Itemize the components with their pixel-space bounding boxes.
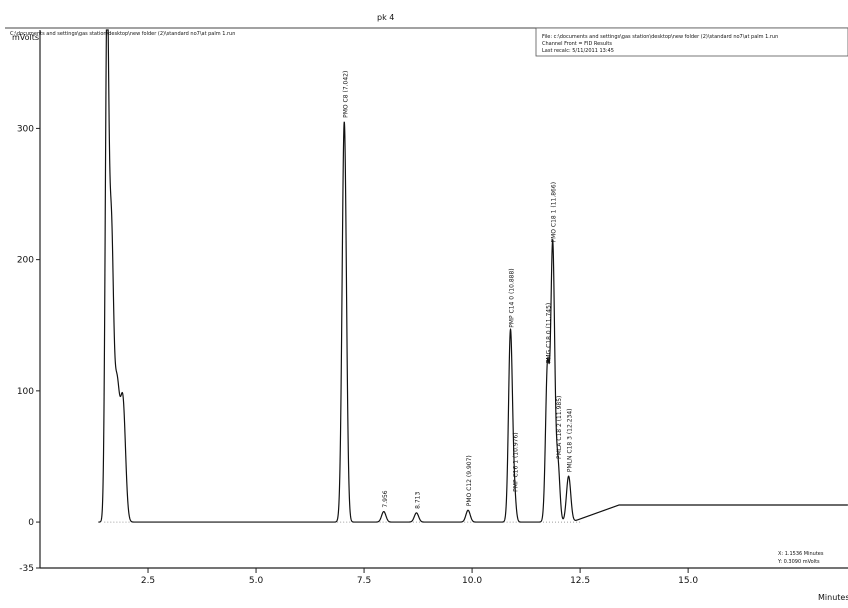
peak-label: PMLA C18 2 (11.985) <box>556 396 563 459</box>
baseline-dot <box>382 521 384 523</box>
baseline-dot <box>349 521 351 523</box>
baseline-dot <box>113 521 115 523</box>
baseline-dot <box>379 521 381 523</box>
baseline-dot <box>128 521 130 523</box>
baseline-dot <box>104 521 106 523</box>
peak-label: 8.713 <box>414 492 421 509</box>
baseline-dot <box>110 521 112 523</box>
peak-label: PMO C18 1 (11.866) <box>551 182 558 243</box>
baseline-dot <box>337 521 339 523</box>
baseline-dot <box>558 521 559 523</box>
x-tick-label: 15.0 <box>678 576 698 586</box>
baseline-dot <box>515 521 517 523</box>
x-axis-ticks: 2.5 5.0 7.5 10.0 12.5 15.0 <box>141 568 698 586</box>
peak-label: PMO C12 (9.907) <box>466 455 473 506</box>
baseline-dot <box>509 521 511 523</box>
baseline-dot <box>116 521 118 523</box>
last-recalc-label: Last recalc: 5/11/2011 13:45 <box>542 48 614 54</box>
y-tick-label: 300 <box>17 124 34 134</box>
baseline-dot <box>564 521 566 523</box>
baseline-dot <box>506 521 508 523</box>
baseline-dot <box>545 521 547 523</box>
channel-info-box <box>535 27 848 57</box>
baseline-dot <box>346 521 348 523</box>
file-path-label: C:\documents and settings\gas station\de… <box>10 31 235 37</box>
baseline-dot <box>548 521 550 523</box>
x-tick-label: 7.5 <box>357 576 371 586</box>
y-tick-label: 100 <box>17 387 34 397</box>
peak-label: PMO C8 (7.042) <box>342 71 349 118</box>
y-tick-label: 0 <box>28 518 34 528</box>
baseline-dot <box>119 521 121 523</box>
baseline-dot <box>555 521 556 523</box>
x-tick-label: 5.0 <box>249 576 264 586</box>
baseline-dot <box>573 521 575 523</box>
cursor-x-readout: X: 1.1536 Minutes <box>778 551 824 557</box>
x-tick-label: 2.5 <box>141 576 155 586</box>
x-tick-label: 12.5 <box>570 576 590 586</box>
baseline-dot <box>125 521 127 523</box>
baseline-dot <box>470 521 472 523</box>
baseline-dot <box>579 521 581 523</box>
peak-label: PMP C16 1 (10.976) <box>512 432 519 491</box>
baseline-dot <box>412 521 414 523</box>
peak-label: PMP C14 0 (10.888) <box>508 268 515 327</box>
baseline-dot <box>418 521 420 523</box>
baseline-dot <box>570 521 572 523</box>
cursor-y-readout: Y: 0.3090 mVolts <box>777 559 820 565</box>
baseline-dot <box>542 521 544 523</box>
y-tick-label: 200 <box>17 256 34 266</box>
baseline-dot <box>343 521 345 523</box>
y-axis-title: mVolts <box>12 33 39 42</box>
baseline-dot <box>561 521 562 523</box>
peak-label: PMG C18 0 (11.745) <box>545 303 552 363</box>
baseline-dot <box>340 521 342 523</box>
peak-label: PMLN C18 3 (12.234) <box>567 408 574 472</box>
peak-labels: PMO C8 (7.042) 7.956 8.713 PMO C12 (9.907) P… <box>342 71 573 509</box>
baseline-dot <box>385 521 387 523</box>
top-mark-label: pk 4 <box>377 13 394 22</box>
baseline-dot <box>122 521 124 523</box>
peak-label: 7.956 <box>382 490 389 507</box>
channel-results-label: Channel Front = FID Results <box>542 41 612 47</box>
x-axis-title: Minutes <box>818 593 848 602</box>
baseline-dot <box>467 521 469 523</box>
baseline-dot <box>464 521 466 523</box>
baseline-dot <box>567 521 569 523</box>
baseline-dot <box>576 521 578 523</box>
x-tick-label: 10.0 <box>462 576 482 586</box>
y-tick-label: -35 <box>19 564 34 574</box>
baseline-dot <box>512 521 514 523</box>
baseline-dot <box>415 521 417 523</box>
y-axis-ticks: -35 0 100 200 300 <box>17 124 40 574</box>
channel-file-label: File: c:\documents and settings\gas stat… <box>542 34 778 40</box>
baseline-dot <box>552 521 553 523</box>
chromatogram-trace <box>98 29 848 523</box>
baseline-dot <box>107 521 109 523</box>
